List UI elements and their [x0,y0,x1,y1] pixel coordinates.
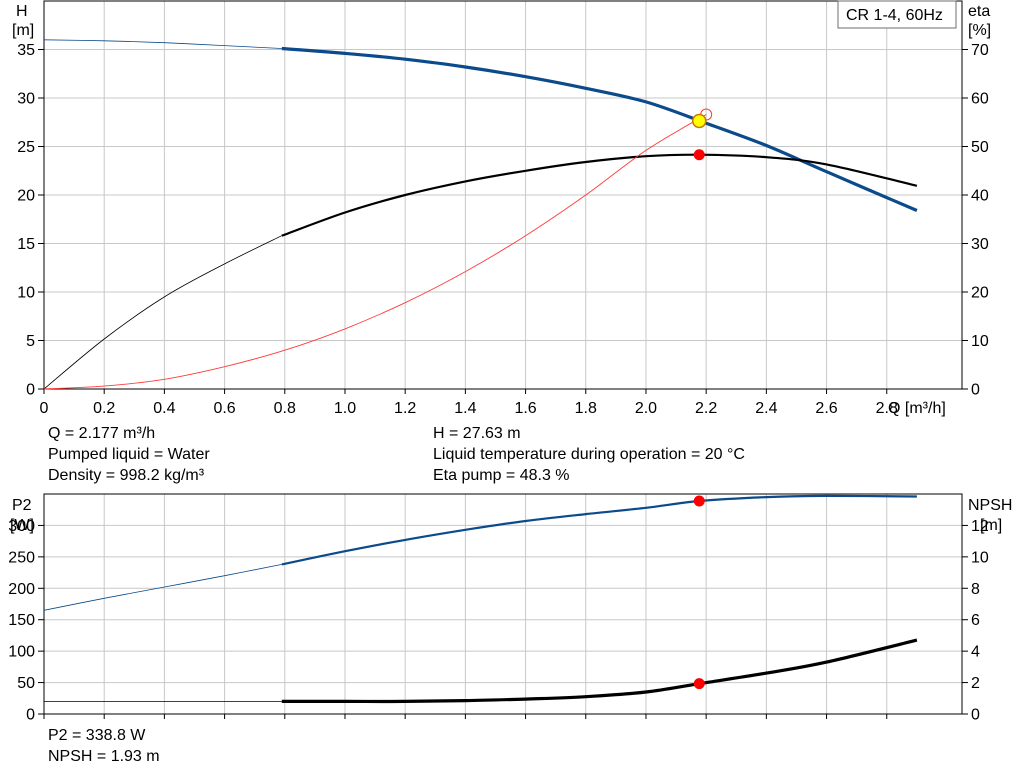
x-tick-label: 0.8 [274,400,296,417]
p2-operating-point [693,495,705,507]
y2-tick-label: 12 [971,518,989,535]
y2-tick-label: 2 [971,675,980,692]
y2-tick-label: 8 [971,581,980,598]
npsh-curve [281,638,918,704]
head-readout: H = 27.63 m [433,425,521,442]
bottom-grid [43,494,962,715]
x-axis-label: Q [m³/h] [888,400,946,417]
y2-tick-label: 0 [971,382,980,399]
y-tick-label: 20 [17,188,35,205]
y-tick-label: 0 [26,707,35,724]
y-tick-label: 250 [8,549,35,566]
x-tick-label: 1.2 [394,400,416,417]
bottom-plot-frame [43,493,963,715]
x-tick-label: 0.4 [153,400,175,417]
pumped-liquid-readout: Pumped liquid = Water [48,446,210,463]
x-tick-label: 1.8 [575,400,597,417]
bottom-y-axis-name: P2 [12,497,32,514]
x-tick-label: 2.2 [695,400,717,417]
density-readout: Density = 998.2 kg/m³ [48,467,205,484]
p2-curve-extension [43,564,282,611]
system-curve [43,114,707,390]
y2-tick-label: 6 [971,612,980,629]
y-tick-label: 200 [8,581,35,598]
head-curve-extension [43,39,282,49]
top-y2-axis-unit: [%] [968,22,991,39]
y2-tick-label: 30 [971,236,989,253]
y-tick-label: 30 [17,91,35,108]
x-tick-label: 1.4 [454,400,476,417]
top-info-left: Q = 2.177 m³/h Pumped liquid = Water Den… [48,423,210,486]
npsh-operating-point [693,678,705,690]
y2-tick-label: 70 [971,42,989,59]
p2-readout: P2 = 338.8 W [48,727,146,744]
x-tick-label: 2.0 [635,400,657,417]
x-tick-label: 2.4 [755,400,777,417]
y-tick-label: 50 [17,675,35,692]
eta-curve [281,153,918,237]
y-tick-label: 35 [17,42,35,59]
x-tick-label: 0.2 [93,400,115,417]
head-operating-point [691,113,707,129]
x-tick-label: 1.0 [334,400,356,417]
y-tick-label: 5 [26,333,35,350]
y2-tick-label: 50 [971,139,989,156]
bottom-tick-labels: 0 50 100 150 200 250 300 0 2 4 6 8 10 12 [8,518,989,724]
y2-tick-label: 0 [971,707,980,724]
liquid-temperature-readout: Liquid temperature during operation = 20… [433,446,745,463]
y-tick-label: 10 [17,285,35,302]
y2-tick-label: 10 [971,549,989,566]
x-tick-label: 2.6 [815,400,837,417]
eta-curve-extension [43,235,282,390]
bottom-info-left: P2 = 338.8 W NPSH = 1.93 m [48,725,160,767]
bottom-series [43,494,918,704]
y-tick-label: 150 [8,612,35,629]
top-y-axis-unit: [m] [12,22,34,39]
top-y-axis-name: H [16,3,28,20]
y2-tick-label: 4 [971,644,980,661]
y2-tick-label: 40 [971,188,989,205]
p2-curve [281,494,917,566]
bottom-y2-axis-unit: [m] [980,517,1002,534]
eta-operating-point [693,149,705,161]
top-series [43,39,918,390]
head-curve [281,46,918,212]
top-tick-labels: 0 0.2 0.4 0.6 0.8 1.0 1.2 1.4 1.6 1.8 2.0 2.2 2.4 2.6… [17,42,989,417]
x-tick-label: 1.6 [514,400,536,417]
x-tick-label: 0.6 [213,400,235,417]
y2-tick-label: 20 [971,285,989,302]
legend-label: CR 1-4, 60Hz [846,7,943,24]
flow-readout: Q = 2.177 m³/h [48,425,156,442]
x-tick-label: 2.8 [876,400,898,417]
top-chart: 0 0.2 0.4 0.6 0.8 1.0 1.2 1.4 1.6 1.8 2.0 2.2 2.4 2.6… [12,0,991,417]
top-info-right: H = 27.63 m Liquid temperature during op… [433,423,745,486]
bottom-y2-axis-name: NPSH [968,497,1012,514]
y2-tick-label: 10 [971,333,989,350]
y-tick-label: 15 [17,236,35,253]
eta-pump-readout: Eta pump = 48.3 % [433,467,570,484]
top-y2-axis-name: eta [968,3,990,20]
npsh-readout: NPSH = 1.93 m [48,748,160,765]
y-tick-label: 0 [26,382,35,399]
bottom-y-axis-unit: [W] [10,517,34,534]
x-tick-label: 0 [40,400,49,417]
legend-box [837,0,957,29]
y2-tick-label: 60 [971,91,989,108]
y-tick-label: 300 [8,518,35,535]
y-tick-label: 100 [8,644,35,661]
y-tick-label: 25 [17,139,35,156]
top-grid [43,1,962,390]
